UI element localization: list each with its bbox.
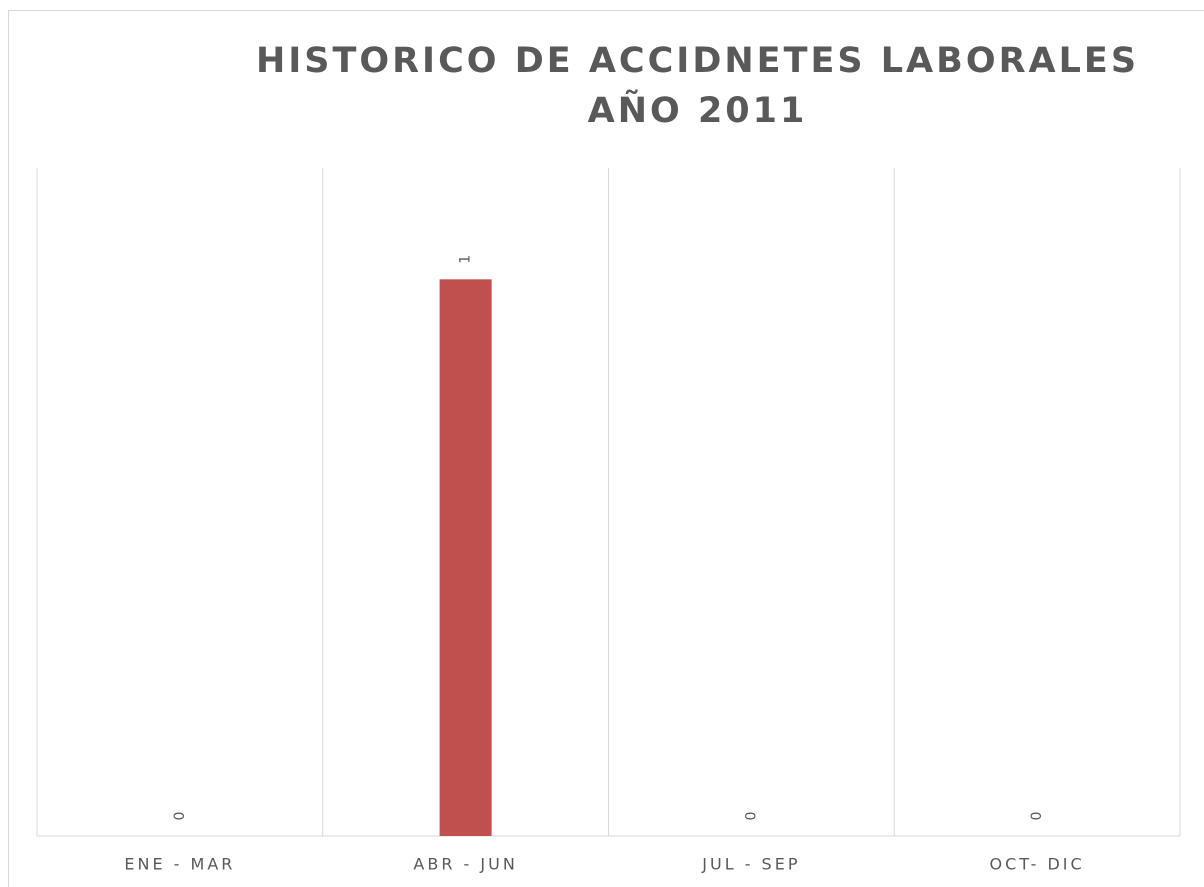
x-tick-label: OCT- DIC: [990, 855, 1085, 874]
data-label: 0: [172, 812, 188, 821]
bar: [439, 279, 492, 836]
chart-border: [8, 10, 1204, 887]
chart-title: HISTORICO DE ACCIDNETES LABORALES AÑO 20…: [255, 41, 1170, 131]
x-tick-label: ENE - MAR: [124, 855, 235, 874]
data-label: 0: [1029, 812, 1045, 821]
data-label: 1: [458, 255, 474, 264]
x-tick-label: ABR - JUN: [413, 855, 517, 874]
data-label: 0: [743, 812, 759, 821]
x-tick-label: JUL - SEP: [701, 855, 800, 874]
